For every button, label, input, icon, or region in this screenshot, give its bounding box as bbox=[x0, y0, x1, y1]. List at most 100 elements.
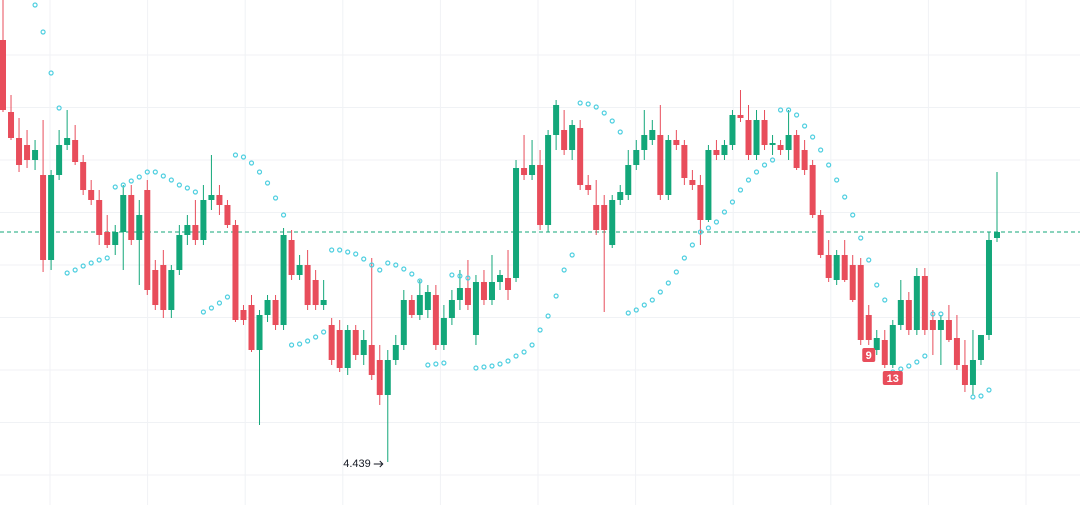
candle-body bbox=[577, 128, 584, 185]
candle-body bbox=[272, 300, 279, 325]
candle-body bbox=[40, 175, 47, 260]
candle-body bbox=[513, 168, 520, 278]
candle-body bbox=[665, 140, 672, 195]
candle-body bbox=[777, 145, 784, 150]
candle-body bbox=[256, 315, 263, 350]
sar-dot bbox=[986, 387, 992, 393]
candle-body bbox=[8, 112, 15, 138]
sar-dot bbox=[425, 362, 431, 368]
sar-dot bbox=[337, 247, 343, 253]
sar-dot bbox=[505, 358, 511, 364]
candle-body bbox=[953, 338, 960, 365]
candle-body bbox=[240, 310, 247, 320]
candle-body bbox=[312, 280, 319, 305]
candle-body bbox=[769, 143, 776, 145]
candle-body bbox=[304, 265, 311, 305]
candle-body bbox=[408, 300, 415, 315]
sar-dot bbox=[529, 342, 535, 348]
sar-dot bbox=[665, 280, 671, 286]
sar-dot bbox=[842, 194, 848, 200]
sar-dot bbox=[160, 173, 166, 179]
count-badge-label: 13 bbox=[887, 373, 899, 385]
candle-body bbox=[248, 305, 255, 350]
sar-dot bbox=[489, 363, 495, 369]
candle-body bbox=[585, 185, 592, 190]
sar-dot bbox=[385, 260, 391, 266]
candle-body bbox=[905, 300, 912, 330]
sar-dot bbox=[473, 365, 479, 371]
candle-body bbox=[16, 138, 23, 165]
candle-body bbox=[208, 195, 215, 200]
candle-body bbox=[0, 40, 6, 110]
candle-body bbox=[56, 145, 63, 175]
sar-dot bbox=[144, 169, 150, 175]
sar-dot bbox=[818, 147, 824, 153]
sar-dot bbox=[553, 293, 559, 299]
candle-body bbox=[280, 235, 287, 325]
sar-dot bbox=[216, 300, 223, 306]
candle-body bbox=[561, 130, 568, 150]
candle-body bbox=[961, 365, 968, 385]
candle-body bbox=[376, 360, 383, 395]
sar-dot bbox=[697, 229, 704, 235]
candle-body bbox=[529, 165, 536, 175]
sar-dot bbox=[898, 366, 904, 372]
sar-dot bbox=[729, 199, 736, 205]
sar-dot bbox=[593, 104, 599, 110]
sar-dot bbox=[48, 70, 54, 76]
sar-dot bbox=[625, 310, 631, 316]
sar-dot bbox=[449, 272, 455, 278]
candle-body bbox=[721, 145, 728, 155]
sar-dot bbox=[32, 2, 38, 8]
sar-dot bbox=[577, 100, 583, 106]
candle-body bbox=[713, 150, 720, 155]
sar-dot bbox=[152, 169, 158, 175]
candle-body bbox=[937, 320, 944, 330]
candle-body bbox=[601, 205, 608, 230]
candle-body bbox=[809, 165, 816, 215]
candle-body bbox=[689, 180, 696, 185]
sar-dot bbox=[513, 353, 519, 359]
candle-body bbox=[416, 295, 423, 315]
candle-body bbox=[873, 338, 880, 350]
candle-body bbox=[929, 320, 936, 330]
sar-dot bbox=[922, 353, 928, 359]
sar-dot bbox=[104, 255, 110, 261]
sar-dot bbox=[40, 29, 46, 35]
candle-body bbox=[336, 330, 343, 368]
sar-dot bbox=[793, 112, 800, 118]
candle-body bbox=[200, 200, 207, 240]
candle-body bbox=[497, 275, 503, 282]
candle-body bbox=[569, 125, 576, 150]
sar-dot bbox=[353, 251, 359, 257]
sar-dot bbox=[617, 129, 623, 135]
sar-dot bbox=[745, 177, 752, 183]
sar-dot bbox=[858, 235, 864, 241]
sar-dot bbox=[192, 189, 198, 195]
candle-body bbox=[697, 185, 704, 220]
sar-dot bbox=[481, 364, 487, 370]
candle-body bbox=[392, 345, 399, 360]
sar-dot bbox=[465, 275, 471, 281]
candle-body bbox=[833, 255, 840, 280]
candle-body bbox=[753, 120, 760, 155]
candle-body bbox=[729, 115, 736, 145]
sar-dot bbox=[761, 162, 768, 168]
sar-dot bbox=[882, 297, 888, 303]
candle-body bbox=[192, 225, 199, 240]
sar-dot bbox=[208, 305, 215, 311]
sar-dot bbox=[737, 187, 744, 193]
sar-dot bbox=[497, 361, 503, 367]
sar-dot bbox=[369, 262, 375, 268]
candle-body bbox=[120, 195, 127, 232]
candle-body bbox=[128, 195, 135, 240]
candle-body bbox=[969, 360, 976, 385]
sar-dot bbox=[537, 327, 543, 333]
candle-body bbox=[72, 140, 79, 162]
candle-body bbox=[737, 115, 744, 118]
sar-dot bbox=[329, 247, 335, 253]
candle-body bbox=[553, 105, 560, 135]
sar-dot bbox=[850, 212, 856, 218]
sar-dot bbox=[441, 360, 447, 366]
candle-body bbox=[24, 145, 31, 160]
